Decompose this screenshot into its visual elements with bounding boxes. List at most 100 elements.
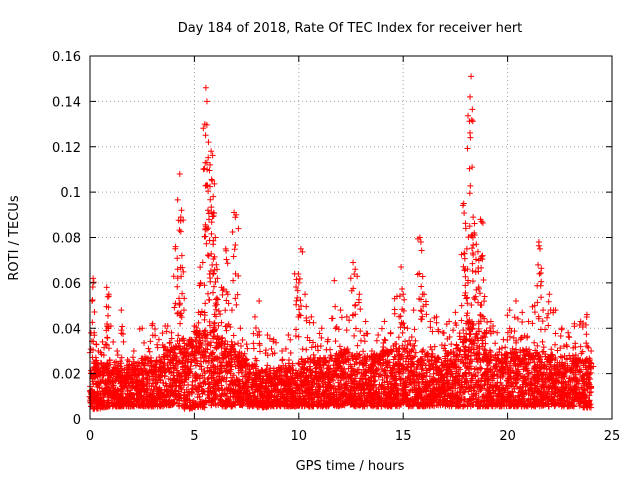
- data-point: [301, 397, 308, 404]
- data-point: [246, 396, 253, 403]
- data-point: [89, 378, 96, 385]
- data-point: [307, 366, 314, 373]
- data-point: [361, 403, 368, 410]
- data-point: [214, 355, 221, 362]
- chart-title: Day 184 of 2018, Rate Of TEC Index for r…: [178, 21, 523, 36]
- data-point: [358, 387, 365, 394]
- data-point: [103, 404, 110, 411]
- data-point: [146, 401, 153, 408]
- data-point: [290, 367, 297, 374]
- data-point: [192, 383, 199, 390]
- data-point: [419, 348, 426, 355]
- data-point: [300, 369, 307, 376]
- data-point: [192, 375, 199, 382]
- data-point: [104, 360, 111, 367]
- data-point: [202, 397, 209, 404]
- data-point: [268, 401, 275, 408]
- data-point: [371, 390, 378, 397]
- data-point: [353, 350, 360, 357]
- data-point: [351, 384, 358, 391]
- data-point: [348, 386, 355, 393]
- data-point: [365, 376, 372, 383]
- data-point: [358, 393, 365, 400]
- data-point: [310, 376, 317, 383]
- data-point: [98, 385, 105, 392]
- data-point: [372, 395, 379, 402]
- data-point: [285, 403, 292, 410]
- data-point: [118, 360, 125, 367]
- data-point: [211, 319, 218, 326]
- data-point: [215, 378, 222, 385]
- data-point: [317, 355, 324, 362]
- data-point: [299, 402, 306, 409]
- data-point: [363, 358, 370, 365]
- data-point: [226, 381, 233, 388]
- data-point: [119, 385, 126, 392]
- data-point: [104, 376, 111, 383]
- data-point: [167, 348, 174, 355]
- data-point: [202, 327, 209, 334]
- data-point: [359, 373, 366, 380]
- data-point: [321, 389, 328, 396]
- data-point: [297, 372, 304, 379]
- data-point: [188, 389, 195, 396]
- data-point: [154, 390, 161, 397]
- data-point: [171, 387, 178, 394]
- data-point: [196, 393, 203, 400]
- data-point: [223, 374, 230, 381]
- data-point: [108, 379, 115, 386]
- data-point: [140, 386, 147, 393]
- data-point: [241, 385, 248, 392]
- data-point: [210, 349, 217, 356]
- data-point: [234, 354, 241, 361]
- data-point: [363, 362, 370, 369]
- data-point: [176, 403, 183, 410]
- data-point: [140, 374, 147, 381]
- data-point: [306, 402, 313, 409]
- data-point: [130, 401, 137, 408]
- data-point: [258, 391, 265, 398]
- data-point: [271, 396, 278, 403]
- data-point: [174, 367, 181, 374]
- data-point: [257, 381, 264, 388]
- data-point: [327, 375, 334, 382]
- data-point: [182, 375, 189, 382]
- data-point: [179, 336, 186, 343]
- data-point: [162, 394, 169, 401]
- data-point: [355, 382, 362, 389]
- data-point: [386, 401, 393, 408]
- data-point: [199, 379, 206, 386]
- data-point: [278, 365, 285, 372]
- data-point: [197, 372, 204, 379]
- data-point: [318, 392, 325, 399]
- data-point: [223, 367, 230, 374]
- data-point: [249, 364, 256, 371]
- data-point: [269, 380, 276, 387]
- data-point: [248, 376, 255, 383]
- data-point: [136, 392, 143, 399]
- data-point: [327, 395, 334, 402]
- data-point: [172, 392, 179, 399]
- data-point: [128, 384, 135, 391]
- data-point: [338, 365, 345, 372]
- data-point: [327, 383, 334, 390]
- data-point: [291, 377, 298, 384]
- data-point: [204, 376, 211, 383]
- data-point: [365, 366, 372, 373]
- data-point: [101, 370, 108, 377]
- data-point: [206, 384, 213, 391]
- data-point: [330, 402, 337, 409]
- data-point: [101, 390, 108, 397]
- data-point: [207, 398, 214, 405]
- data-point: [330, 370, 337, 377]
- data-point: [192, 401, 199, 408]
- data-point: [313, 388, 320, 395]
- data-point: [371, 378, 378, 385]
- data-point: [343, 376, 350, 383]
- data-point: [313, 381, 320, 388]
- data-point: [244, 383, 251, 390]
- data-point: [341, 390, 348, 397]
- data-point: [359, 380, 366, 387]
- data-point: [286, 381, 293, 388]
- data-point: [375, 386, 382, 393]
